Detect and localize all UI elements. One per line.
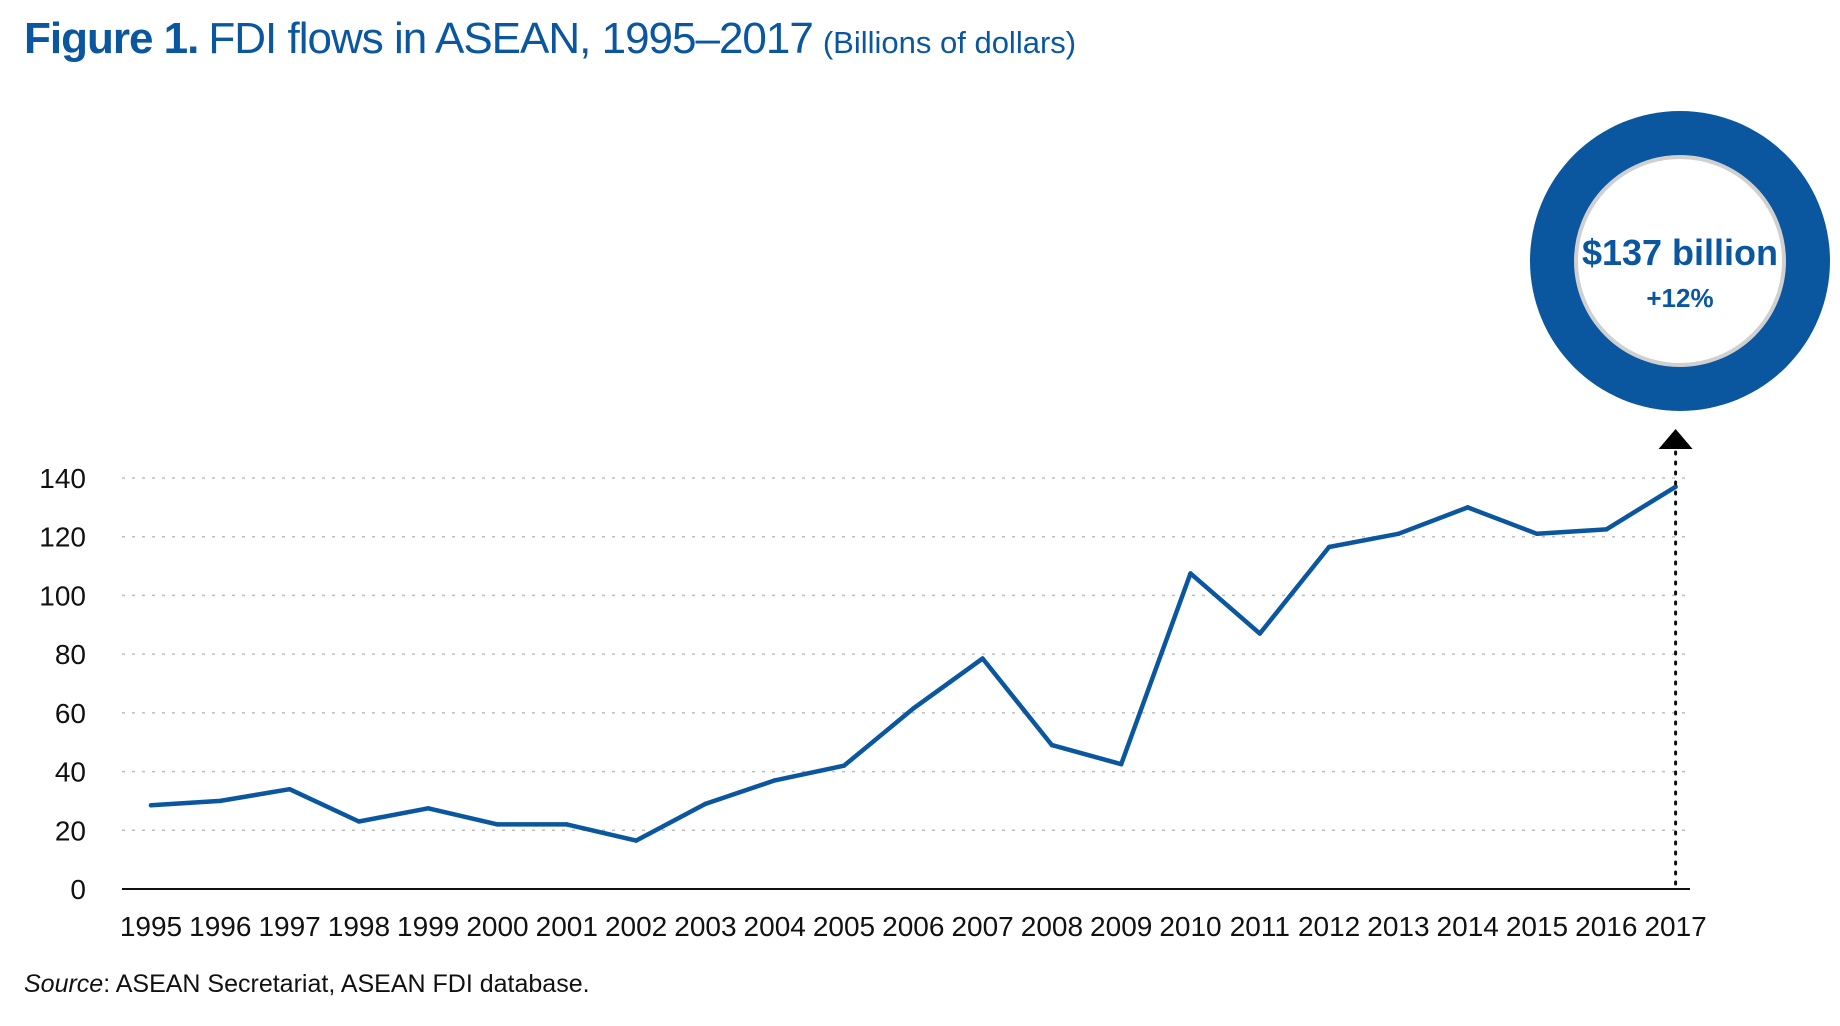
x-tick-label: 2016	[1575, 911, 1637, 942]
data-point	[564, 822, 569, 827]
x-tick-label: 2010	[1159, 911, 1221, 942]
data-point	[495, 822, 500, 827]
data-point	[148, 803, 154, 808]
callout-inner-circle	[1574, 155, 1786, 367]
y-tick-labels: 0 20 40 60 80 100 120 140	[39, 463, 86, 905]
x-tick-label: 2014	[1437, 911, 1499, 942]
y-tick-label: 0	[70, 874, 86, 905]
figure-unit: (Billions of dollars)	[822, 25, 1077, 60]
data-point	[633, 838, 639, 843]
source-label: Source	[24, 970, 104, 998]
x-tick-label: 2005	[813, 911, 875, 942]
series-line	[148, 484, 1678, 843]
data-point	[1326, 544, 1332, 550]
x-tick-label: 2007	[951, 911, 1013, 942]
data-point	[426, 806, 431, 811]
x-tick-label: 2000	[466, 911, 528, 942]
figure-title: FDI flows in ASEAN, 1995–2017	[208, 14, 813, 63]
data-point	[772, 778, 777, 783]
x-tick-label: 1995	[120, 911, 182, 942]
x-tick-label: 2015	[1506, 911, 1568, 942]
callout-value: $137 billion	[1582, 232, 1778, 273]
x-tick-label: 1998	[328, 911, 390, 942]
x-tick-label: 2009	[1090, 911, 1152, 942]
x-tick-label: 1999	[397, 911, 459, 942]
data-point	[1257, 631, 1263, 636]
data-point	[356, 819, 362, 824]
chart-title: Figure 1. FDI flows in ASEAN, 1995–2017 (B…	[24, 14, 1076, 64]
x-tick-label: 2001	[536, 911, 598, 942]
x-tick-label: 2012	[1298, 911, 1360, 942]
callout-arrow-icon	[1658, 429, 1693, 449]
data-point	[911, 706, 916, 711]
data-point	[287, 786, 292, 792]
data-point	[1188, 571, 1193, 576]
callout-change: +12%	[1646, 283, 1713, 313]
x-tick-label: 2004	[744, 911, 806, 942]
data-point	[1534, 531, 1540, 536]
y-tick-label: 40	[55, 757, 86, 788]
data-point	[1604, 527, 1609, 532]
grid-lines	[122, 477, 1690, 832]
data-point	[980, 656, 985, 661]
x-tick-label: 1996	[189, 911, 251, 942]
x-tick-label: 2011	[1230, 911, 1290, 942]
y-tick-label: 100	[39, 580, 86, 611]
source-note: Source: ASEAN Secretariat, ASEAN FDI dat…	[24, 970, 590, 999]
y-tick-label: 140	[39, 463, 86, 494]
y-tick-label: 20	[55, 815, 86, 846]
data-point	[1396, 531, 1401, 536]
x-tick-label: 2006	[882, 911, 944, 942]
data-point	[1673, 484, 1678, 490]
x-tick-label: 1997	[258, 911, 320, 942]
x-tick-label: 2002	[605, 911, 667, 942]
data-point	[218, 798, 223, 804]
x-tick-label: 2017	[1644, 911, 1706, 942]
x-tick-label: 2003	[674, 911, 736, 942]
y-tick-label: 60	[55, 698, 86, 729]
series-lines	[148, 484, 1678, 843]
y-tick-label: 120	[39, 522, 86, 553]
data-point	[1049, 742, 1055, 748]
figure-label: Figure 1.	[24, 14, 199, 63]
data-point	[1119, 762, 1124, 767]
data-point	[703, 801, 708, 807]
x-tick-label: 2008	[1021, 911, 1083, 942]
y-tick-label: 80	[55, 639, 86, 670]
x-tick-label: 2013	[1367, 911, 1429, 942]
data-point	[1465, 505, 1470, 510]
callout-annotation: $137 billion +12%	[1530, 111, 1830, 891]
source-text: : ASEAN Secretariat, ASEAN FDI database.	[103, 970, 590, 998]
data-point	[841, 763, 847, 768]
x-tick-labels: 1995 1996 1997 1998 1999 2000 2001 2002 2003 2004…	[120, 911, 1707, 942]
